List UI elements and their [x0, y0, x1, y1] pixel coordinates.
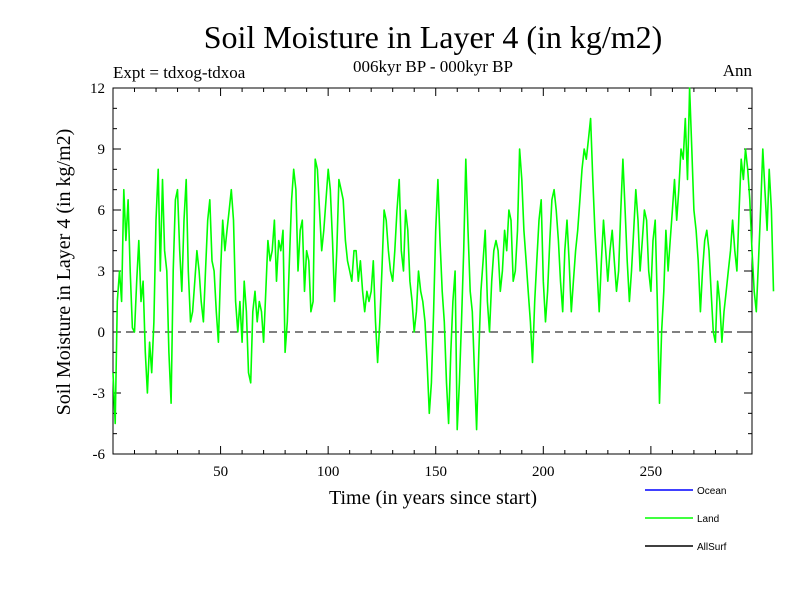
x-tick-label: 150 — [424, 464, 447, 480]
chart-subtitle: 006kyr BP - 000kyr BP — [353, 57, 513, 76]
x-tick-label: 250 — [640, 464, 663, 480]
y-tick-label: 6 — [98, 203, 106, 219]
series-line-land — [112, 87, 775, 431]
season-label: Ann — [723, 61, 753, 80]
y-tick-label: 3 — [98, 264, 106, 280]
x-tick-label: 50 — [213, 464, 228, 480]
y-tick-label: 9 — [98, 142, 106, 158]
y-tick-label: 12 — [90, 81, 105, 97]
x-tick-label: 200 — [532, 464, 555, 480]
legend-label-ocean: Ocean — [697, 486, 726, 497]
legend-label-land: Land — [697, 514, 719, 525]
legend-label-allsurf: AllSurf — [697, 542, 727, 553]
y-tick-label: -6 — [93, 447, 106, 463]
plot-area: -6 -3 0 3 6 9 12 50 100 150 200 250 — [90, 81, 775, 480]
chart-title: Soil Moisture in Layer 4 (in kg/m2) — [204, 19, 663, 55]
legend: Ocean Land AllSurf — [645, 486, 727, 553]
y-tick-label: 0 — [98, 325, 106, 341]
x-axis-label: Time (in years since start) — [329, 487, 537, 509]
experiment-label: Expt = tdxog-tdxoa — [113, 63, 246, 82]
y-axis-label: Soil Moisture in Layer 4 (in kg/m2) — [53, 129, 75, 416]
x-tick-label: 100 — [317, 464, 340, 480]
y-tick-label: -3 — [93, 386, 106, 402]
